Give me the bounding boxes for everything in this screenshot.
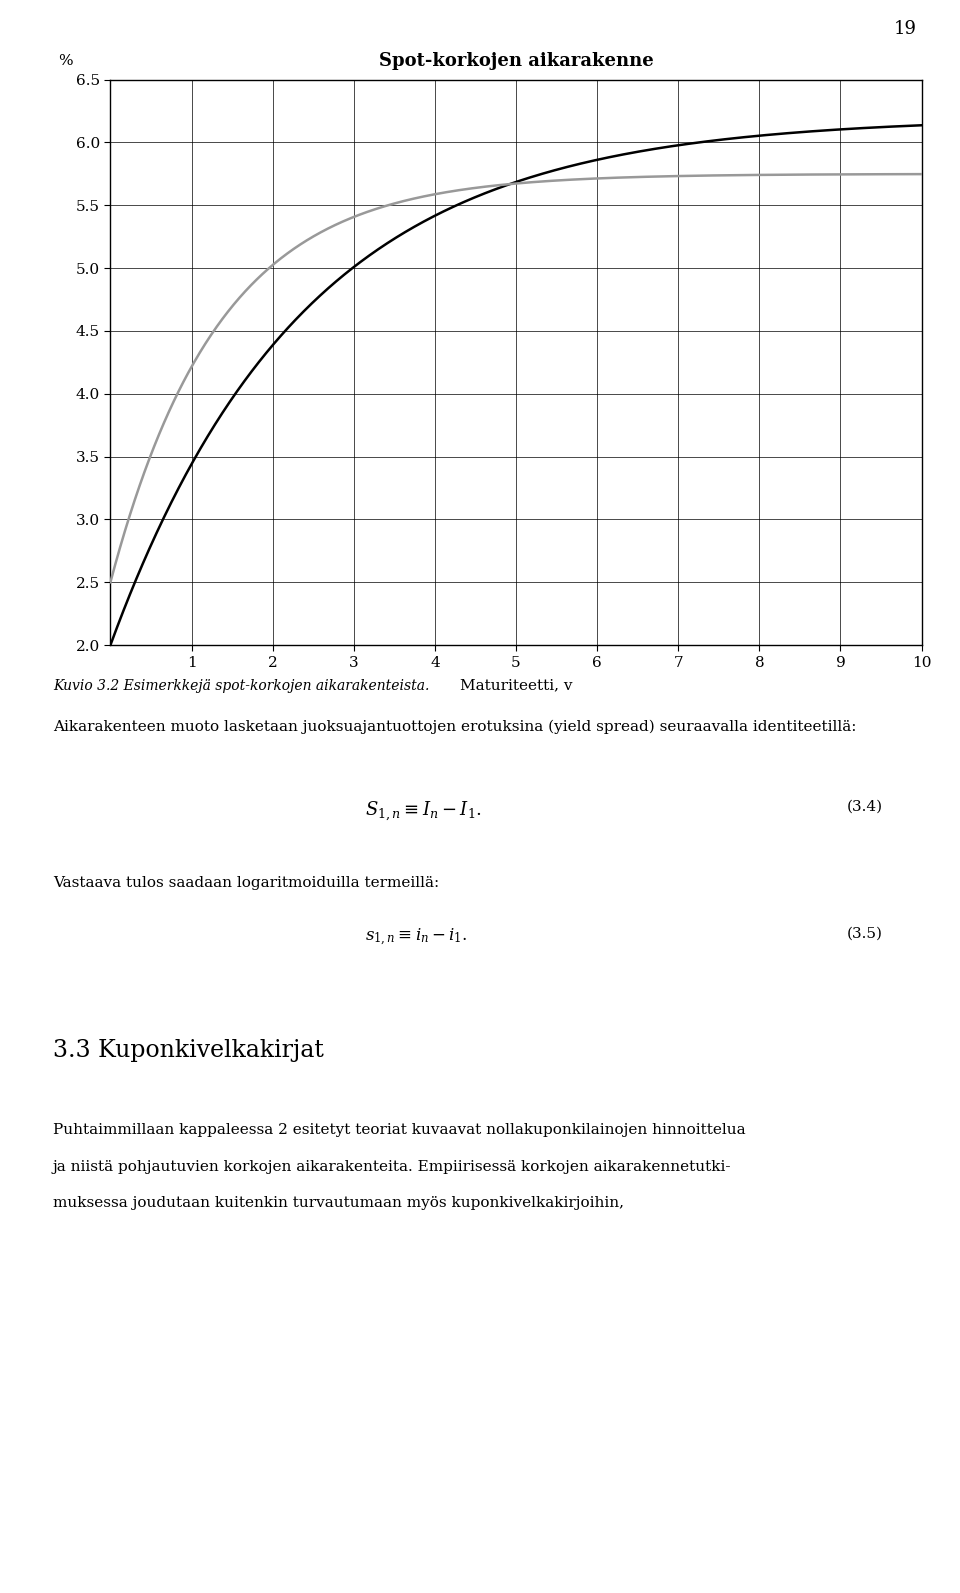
Text: Aikarakenteen muoto lasketaan juoksuajantuottojen erotuksina (yield spread) seur: Aikarakenteen muoto lasketaan juoksuajan… (53, 720, 856, 734)
Text: $S_{1,n} \equiv I_n - I_1.$: $S_{1,n} \equiv I_n - I_1.$ (365, 800, 482, 824)
Text: (3.4): (3.4) (847, 800, 883, 814)
Text: ja niistä pohjautuvien korkojen aikarakenteita. Empiirisessä korkojen aikarakenn: ja niistä pohjautuvien korkojen aikarake… (53, 1160, 732, 1174)
Text: Vastaava tulos saadaan logaritmoiduilla termeillä:: Vastaava tulos saadaan logaritmoiduilla … (53, 876, 439, 890)
Text: $s_{1,n} \equiv i_n - i_1.$: $s_{1,n} \equiv i_n - i_1.$ (365, 927, 468, 948)
Text: Kuvio 3.2 Esimerkkejä spot-korkojen aikarakenteista.: Kuvio 3.2 Esimerkkejä spot-korkojen aika… (53, 679, 429, 693)
Text: muksessa joudutaan kuitenkin turvautumaan myös kuponkivelkakirjoihin,: muksessa joudutaan kuitenkin turvautumaa… (53, 1196, 624, 1211)
Title: Spot-korkojen aikarakenne: Spot-korkojen aikarakenne (378, 51, 654, 70)
Text: 19: 19 (894, 19, 917, 38)
Text: 3.3 Kuponkivelkakirjat: 3.3 Kuponkivelkakirjat (53, 1039, 324, 1061)
Y-axis label: %: % (59, 54, 73, 68)
Text: Puhtaimmillaan kappaleessa 2 esitetyt teoriat kuvaavat nollakuponkilainojen hinn: Puhtaimmillaan kappaleessa 2 esitetyt te… (53, 1123, 745, 1137)
Text: (3.5): (3.5) (848, 927, 883, 941)
X-axis label: Maturiteetti, v: Maturiteetti, v (460, 679, 572, 691)
